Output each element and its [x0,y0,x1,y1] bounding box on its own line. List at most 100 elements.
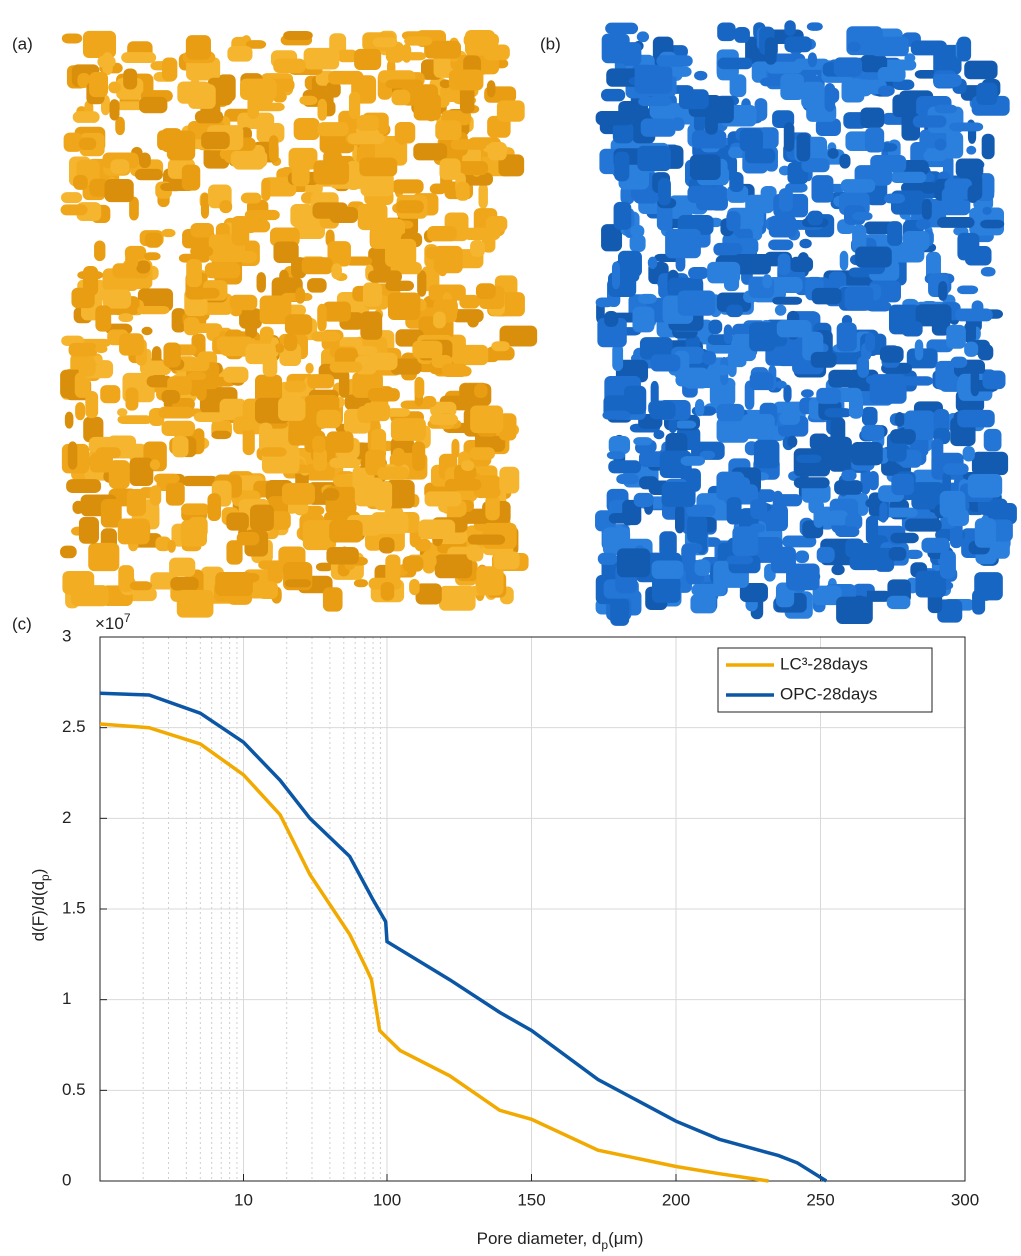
pore-blob [137,288,174,312]
pore-blob [108,81,121,94]
pore-blob [424,40,462,59]
x-axis-label: Pore diameter, dp(μm) [477,1229,644,1252]
pore-blob [315,562,334,572]
pore-blob [360,311,383,340]
pore-blob [784,20,796,36]
pore-blob [602,410,631,420]
pore-blob [774,304,787,316]
pore-blob [181,503,210,515]
pore-blob [311,331,341,342]
pore-blob [345,256,373,266]
pore-blob [216,336,254,352]
pore-blob [486,80,496,98]
pore-blob [307,374,335,389]
pore-blob [614,151,630,182]
pore-blob [844,79,872,97]
pore-blob [329,361,363,373]
x-tick-label: 200 [662,1190,690,1209]
pore-blob [104,179,134,203]
pore-blob [231,215,250,246]
pore-blob [372,37,398,48]
pore-blob [921,537,950,553]
pore-blob [219,200,233,214]
pore-blob [255,374,283,404]
pore-blob [433,311,446,329]
pore-blob [215,572,253,597]
pore-blob [470,239,485,257]
pore-blob [827,148,839,159]
pore-blob [155,536,172,552]
pore-blob [950,356,968,368]
pore-blob [108,460,130,489]
pore-blob [891,473,915,496]
pore-blob [813,499,825,528]
pore-blob [386,408,411,417]
x-label-after: (μm) [608,1229,643,1248]
pore-blob [273,58,306,73]
pore-blob [855,246,892,268]
pore-blob [396,200,424,214]
pore-blob [910,40,947,56]
pore-blob [385,79,424,89]
pore-blob [188,84,216,109]
pore-blob [686,504,716,517]
pore-blob [595,111,634,126]
pore-blob [439,158,461,180]
pore-blob [770,546,796,574]
pore-blob [694,70,708,81]
pore-blob [429,413,459,425]
pore-blob [353,579,369,588]
pore-blob [884,193,906,204]
pore-blob [475,283,496,299]
pore-blob [597,552,618,565]
pore-blob [956,378,965,395]
pore-blob [346,160,361,191]
pore-blob [600,88,626,102]
pore-blob [824,82,836,112]
pore-blob [811,175,834,203]
legend-label: LC³-28days [780,654,868,673]
pore-blob [412,441,426,471]
pore-blob [659,531,677,557]
pore-blob [849,555,880,571]
pore-blob [656,55,693,67]
pore-blob [295,287,306,304]
pore-blob [880,507,918,518]
pore-blob [478,183,488,209]
pore-blob [595,297,614,308]
pore-blob [977,344,994,361]
pore-blob [691,130,727,149]
pore-blob [385,479,415,509]
pore-blob [940,550,956,579]
pore-blob [273,241,299,263]
pore-blob [499,325,538,347]
pore-blob [380,582,395,601]
series-line [99,691,828,1183]
pore-blob [240,192,262,204]
pore-blob [845,513,863,530]
pore-blob [63,132,83,152]
pore-blob [766,61,803,74]
pore-blob [836,322,857,352]
pore-blob [633,437,653,446]
legend-box [717,647,933,713]
pore-blob [860,107,885,129]
plot: 10 100 150 200 250 300 0 0.5 1 1.5 2 2.5 3 LC³-28days… [62,626,979,1209]
pore-blob [957,232,980,261]
pore-blob [170,577,199,591]
pore-blob [354,48,382,70]
pore-blob [226,540,243,565]
pore-blob [964,341,979,357]
pore-blob [326,81,341,98]
pore-blob [934,138,947,151]
pore-blob [316,409,341,429]
pore-blob [793,477,830,489]
pore-blob [360,171,394,197]
pore-blob [937,599,963,623]
pore-blob [418,519,456,540]
pore-blob [498,413,517,441]
pore-blob [650,354,681,372]
pore-blob [983,428,1002,452]
pore-blob [290,204,315,228]
